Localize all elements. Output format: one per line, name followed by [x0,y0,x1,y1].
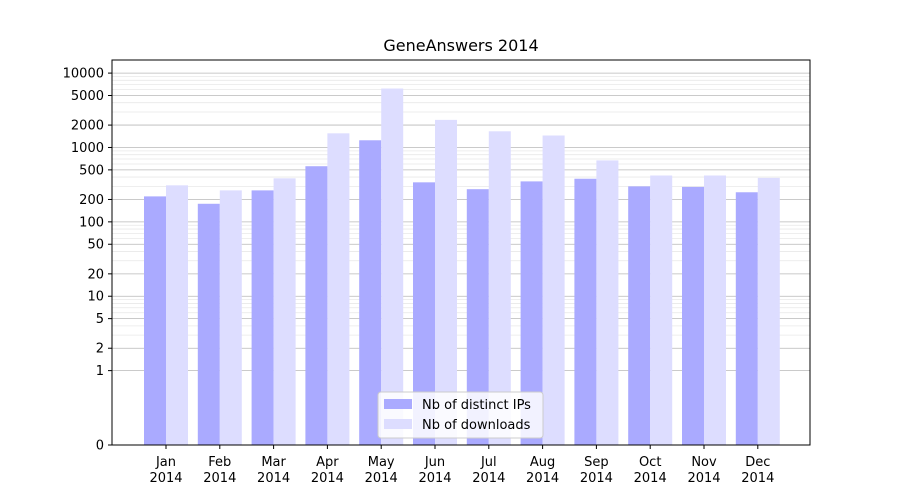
bar-downloads [166,185,188,445]
x-tick-label-month: Mar [261,455,286,470]
bar-distinct-ips [735,192,758,445]
plot-frame [111,59,811,446]
x-tick-label-month: Oct [639,455,661,470]
bar-downloads [327,133,350,446]
x-tick-label-year: 2014 [526,471,559,486]
y-tick-label: 500 [79,163,104,178]
x-axis: Jan2014Feb2014Mar2014Apr2014May2014Jun20… [149,445,774,486]
bar-downloads [542,135,565,445]
x-tick-label-year: 2014 [472,471,505,486]
y-tick-label: 1 [96,364,104,379]
y-tick-label: 200 [79,193,104,208]
legend: Nb of distinct IPs Nb of downloads [377,391,544,439]
y-tick-label: 10 [87,290,104,305]
bar-downloads [757,177,780,445]
legend-label-downloads: Nb of downloads [422,418,531,433]
bar-downloads [381,88,404,446]
y-tick-label: 5000 [71,89,104,104]
bar-distinct-ips [251,190,274,445]
x-tick-label-year: 2014 [634,471,667,486]
x-tick-label-year: 2014 [257,471,290,486]
y-tick-label: 5 [96,312,104,327]
bar-distinct-ips [628,186,651,445]
bar-downloads [273,178,296,445]
legend-box [377,391,544,439]
legend-swatch-distinct-ips [384,399,412,409]
bar-downloads [435,119,457,446]
x-tick-label-month: May [368,455,395,470]
y-tick-label: 50 [87,238,104,253]
y-tick-label: 0 [96,439,104,454]
y-tick-label: 1000 [71,141,104,156]
x-tick-label-month: Apr [316,455,339,470]
bar-distinct-ips [574,178,597,446]
x-tick-label-month: Jun [424,455,445,470]
x-tick-label-month: Nov [691,455,717,470]
bar-distinct-ips [413,182,435,445]
chart-title: GeneAnswers 2014 [383,36,538,55]
bar-distinct-ips [466,189,489,445]
legend-label-distinct-ips: Nb of distinct IPs [422,398,531,413]
y-tick-label: 100 [79,215,104,230]
y-tick-label: 2000 [71,119,104,134]
bar-distinct-ips [305,166,328,446]
bar-downloads [650,175,673,445]
x-tick-label-year: 2014 [149,471,182,486]
y-axis: 0 1 2 5 10 20 50 100 200 500 1000 2000 5000 10000 [63,67,112,454]
x-tick-label-month: Jan [155,455,176,470]
bar-downloads [219,190,242,445]
x-tick-label-year: 2014 [365,471,398,486]
x-tick-label-year: 2014 [580,471,613,486]
x-tick-label-month: Feb [208,455,231,470]
bar-distinct-ips [359,140,382,445]
bar-downloads [596,160,619,445]
x-tick-label-year: 2014 [687,471,720,486]
bar-downloads [488,131,511,446]
x-tick-label-month: Aug [530,455,555,470]
bar-distinct-ips [682,186,704,445]
bar-distinct-ips [520,181,543,445]
x-tick-label-month: Dec [745,455,770,470]
x-tick-label-month: Jul [480,455,497,470]
bar-distinct-ips [197,203,220,445]
bar-distinct-ips [144,196,166,445]
y-tick-label: 2 [96,342,104,357]
x-tick-label-year: 2014 [311,471,344,486]
legend-swatch-downloads [384,419,412,429]
bar-downloads [704,175,726,445]
bars-layer [144,88,780,446]
x-tick-label-year: 2014 [418,471,451,486]
x-tick-label-month: Sep [584,455,609,470]
x-tick-label-year: 2014 [741,471,774,486]
x-tick-label-year: 2014 [203,471,236,486]
y-tick-label: 20 [87,267,104,282]
y-tick-label: 10000 [63,67,104,82]
